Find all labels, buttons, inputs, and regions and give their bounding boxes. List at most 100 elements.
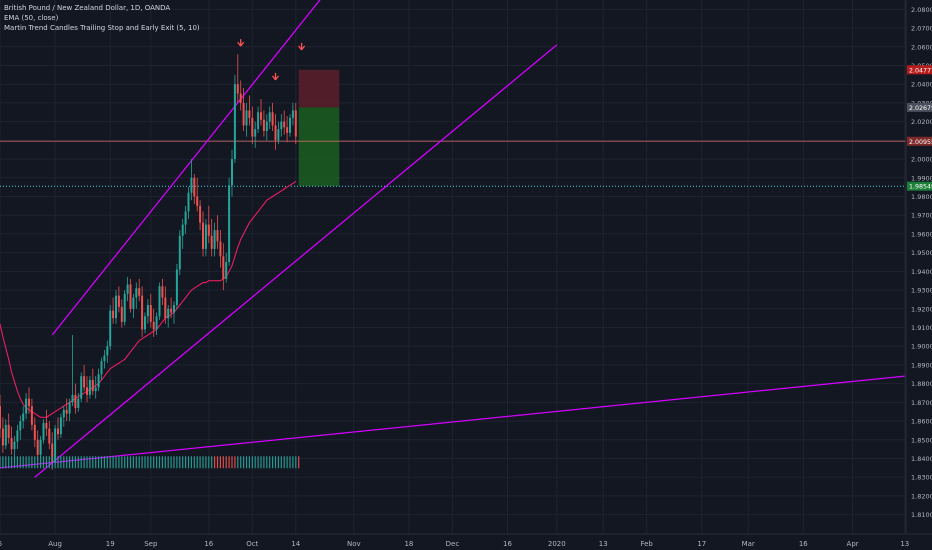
ema-line <box>0 181 297 418</box>
time-tick-label: Oct <box>246 540 258 548</box>
candle-body <box>175 269 178 306</box>
price-tick-label: 1.87000 <box>911 399 932 407</box>
price-tick-label: 1.93000 <box>911 287 932 295</box>
candle-body <box>216 230 219 242</box>
candle-body <box>210 235 213 249</box>
candle-body <box>45 422 48 429</box>
candle-body <box>30 406 33 425</box>
time-tick-label: 19 <box>106 540 115 548</box>
time-tick-label: 13 <box>900 540 909 548</box>
candle-body <box>48 428 51 444</box>
candle-body <box>62 409 65 418</box>
candle-body <box>144 316 146 330</box>
candle-body <box>0 406 1 429</box>
chart-legend: British Pound / New Zealand Dollar, 1D, … <box>4 3 200 33</box>
price-tick-label: 1.82000 <box>911 492 932 500</box>
candle-body <box>88 379 91 395</box>
price-axis[interactable]: 2.080002.070002.060002.050002.040002.030… <box>907 6 932 519</box>
ema-legend[interactable]: EMA (50, close) <box>4 14 59 22</box>
candle-body <box>152 321 155 330</box>
candle-body <box>146 305 149 317</box>
channel-line <box>0 375 905 469</box>
time-axis[interactable]: 5 Aug 19 Sep 16 Oct 14 Nov 18 Dec 16 2020 13 Feb 17 Mar… <box>0 540 909 548</box>
time-tick-label: Apr <box>847 540 859 548</box>
candle-body <box>254 129 257 137</box>
price-tick-label: 1.99000 <box>911 174 932 182</box>
time-tick-label: 16 <box>799 540 808 548</box>
candle-body <box>59 417 62 435</box>
candle-body <box>248 110 251 118</box>
candle-body <box>236 84 239 94</box>
price-tick-label: 2.00000 <box>911 156 932 164</box>
candle-body <box>167 308 170 319</box>
candle-body <box>268 112 271 122</box>
candle-body <box>115 295 117 319</box>
candle-body <box>173 305 175 313</box>
candle-body <box>184 211 187 225</box>
candle-body <box>138 288 141 296</box>
price-tick-label: 1.94000 <box>911 268 932 276</box>
candle-body <box>164 297 167 319</box>
price-tick-label: 1.84000 <box>911 455 932 463</box>
candle-body <box>135 288 138 298</box>
candle-body <box>28 398 30 407</box>
candle-body <box>86 387 88 395</box>
price-tick-label: 1.90000 <box>911 343 932 351</box>
price-tick-label: 1.96000 <box>911 230 932 238</box>
candle-body <box>80 376 83 399</box>
candle-body <box>103 355 106 362</box>
price-tick-label: 2.08000 <box>911 6 932 14</box>
candle-body <box>286 127 289 133</box>
candle-body <box>170 308 173 313</box>
candle-body <box>36 439 39 455</box>
candle-body <box>187 192 190 212</box>
candle-body <box>158 286 161 317</box>
time-tick-label: Sep <box>144 540 158 548</box>
price-tick-label: 1.95000 <box>911 249 932 257</box>
candle-body <box>112 310 115 319</box>
candle-body <box>245 110 248 126</box>
grid <box>0 0 906 534</box>
candle-body <box>242 102 245 126</box>
candle-body <box>257 112 260 130</box>
price-tick-label: 2.02000 <box>911 118 932 126</box>
candle-body <box>77 398 80 408</box>
time-tick-label: Nov <box>347 540 361 548</box>
price-tick-label: 1.83000 <box>911 474 932 482</box>
candle-body <box>141 295 144 330</box>
indicator-legend[interactable]: Martin Trend Candles Trailing Stop and E… <box>4 24 200 32</box>
candle-body <box>239 93 242 103</box>
candle-body <box>132 297 135 309</box>
candle-body <box>25 398 28 414</box>
candle-body <box>190 177 193 193</box>
candle-body <box>207 224 210 236</box>
candle-body <box>283 121 286 128</box>
candle-body <box>291 110 294 118</box>
candle-body <box>16 430 19 442</box>
candle-body <box>94 387 97 392</box>
candle-body <box>100 361 103 375</box>
price-tick-label: 1.91000 <box>911 324 932 332</box>
candle-body <box>262 119 265 131</box>
down-arrow-marker <box>271 72 280 81</box>
candle-body <box>219 241 222 257</box>
candle-body <box>260 112 262 120</box>
entry-price-label: 2.02675 <box>909 105 932 112</box>
candle-body <box>106 346 109 356</box>
price-tick-label: 1.98000 <box>911 193 932 201</box>
candle-body <box>228 185 231 262</box>
symbol-title[interactable]: British Pound / New Zealand Dollar, 1D, … <box>4 4 171 12</box>
stop-price-label: 2.04777 <box>909 67 932 74</box>
stop-price-label-bg <box>907 65 932 75</box>
time-tick-label: 13 <box>599 540 608 548</box>
candle-body <box>1 428 4 446</box>
time-tick-label: Feb <box>640 540 653 548</box>
candle-body <box>233 84 236 160</box>
price-tick-label: 1.85000 <box>911 436 932 444</box>
candle-body <box>68 402 71 414</box>
time-tick-label: 16 <box>503 540 512 548</box>
candle-body <box>83 376 86 388</box>
candle-body <box>97 374 100 388</box>
